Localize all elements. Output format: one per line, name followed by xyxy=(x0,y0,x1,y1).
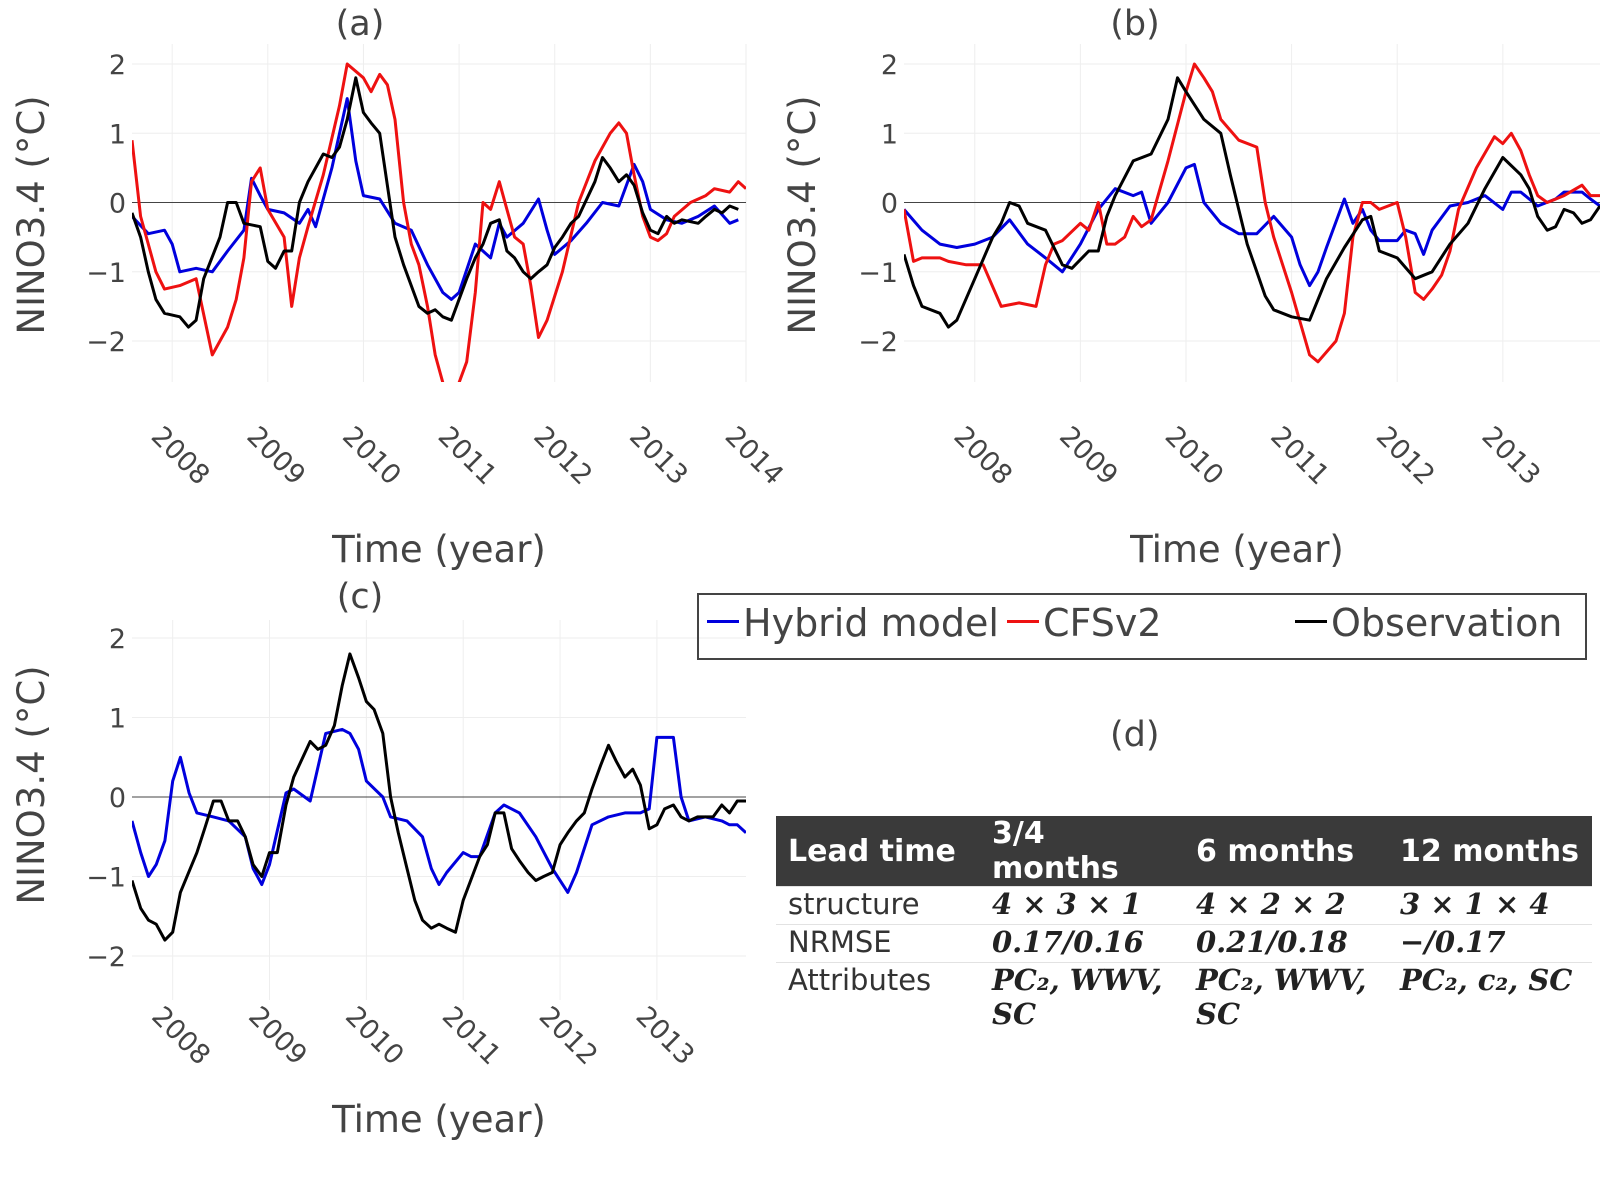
panel-b-xtick-label: 2011 xyxy=(1264,421,1335,492)
table-row: structure 4 × 3 × 1 4 × 2 × 2 3 × 1 × 4 xyxy=(776,886,1592,925)
legend-label-observation: Observation xyxy=(1331,601,1563,645)
panel-a-xtick-label: 2010 xyxy=(336,421,407,492)
legend-label-hybrid: Hybrid model xyxy=(743,601,999,645)
lead-time-table: Lead time 3/4 months 6 months 12 months … xyxy=(776,816,1592,1037)
panel-c-xtick-label: 2008 xyxy=(145,1001,216,1072)
panel-c-xtick-label: 2013 xyxy=(630,1001,701,1072)
panel-c-series-hybrid-model xyxy=(132,727,746,894)
table-cell: Attributes xyxy=(776,962,980,1037)
table-cell: 0.21/0.18 xyxy=(1184,924,1388,963)
panel-c-ytick-label: −2 xyxy=(86,942,126,973)
panel-b-xtick-label: 2009 xyxy=(1053,421,1124,492)
legend-swatch-cfsv2 xyxy=(1007,620,1039,623)
table-header-cell: Lead time xyxy=(776,816,980,887)
legend-item-observation[interactable]: Observation xyxy=(1295,601,1562,645)
panel-b-ytick-label: −1 xyxy=(858,258,898,289)
panel-c-x-axis-title: Time (year) xyxy=(331,1098,546,1141)
panel-a-xtick-label: 2013 xyxy=(623,421,694,492)
panel-b-series-cfsv2 xyxy=(904,62,1600,364)
panel-a-y-axis-title: NINO3.4 (°C) xyxy=(10,95,53,334)
panel-a-xtick-label: 2008 xyxy=(145,421,216,492)
panel-d-title: (d) xyxy=(1110,715,1160,755)
panel-a-ytick-label: −2 xyxy=(86,327,126,358)
panel-b-ytick-label: −2 xyxy=(858,327,898,358)
table-cell: PC₂, WWV, SC xyxy=(980,962,1184,1037)
panel-c-xtick-label: 2012 xyxy=(533,1001,604,1072)
table-cell: 4 × 2 × 2 xyxy=(1184,886,1388,925)
panel-a-x-axis-title: Time (year) xyxy=(331,528,546,571)
table-cell: −/0.17 xyxy=(1388,924,1592,963)
panel-b-xtick-label: 2010 xyxy=(1159,421,1230,492)
panel-a-xtick-label: 2012 xyxy=(527,421,598,492)
panel-b-series-observation xyxy=(904,76,1600,329)
panel-c-ytick-label: 2 xyxy=(109,624,126,655)
panel-a-ytick-label: 0 xyxy=(109,189,126,220)
panel-c-xtick-label: 2009 xyxy=(242,1001,313,1072)
panel-b-xtick-label: 2013 xyxy=(1476,421,1547,492)
table-header-cell: 6 months xyxy=(1184,816,1388,887)
panel-b-ytick-label: 0 xyxy=(881,189,898,220)
legend-swatch-observation xyxy=(1295,620,1327,623)
panel-a-title: (a) xyxy=(336,4,385,44)
panel-a-xtick-label: 2014 xyxy=(719,421,790,492)
table-header-cell: 3/4 months xyxy=(980,816,1184,887)
panel-c-xtick-label: 2011 xyxy=(436,1001,507,1072)
panel-b-title: (b) xyxy=(1110,4,1160,44)
panel-c-ytick-label: −1 xyxy=(86,863,126,894)
panel-b-xtick-label: 2008 xyxy=(948,421,1019,492)
legend: Hybrid model CFSv2 Observation xyxy=(697,593,1587,660)
table-row: NRMSE 0.17/0.16 0.21/0.18 −/0.17 xyxy=(776,924,1592,963)
table-cell: 0.17/0.16 xyxy=(980,924,1184,963)
panel-a-ytick-label: 1 xyxy=(109,119,126,150)
legend-label-cfsv2: CFSv2 xyxy=(1043,601,1162,645)
panel-a-ytick-label: 2 xyxy=(109,50,126,81)
panel-c-xtick-label: 2010 xyxy=(339,1001,410,1072)
panel-a-series-hybrid-model xyxy=(132,97,739,301)
panel-c-series-observation xyxy=(132,652,746,942)
panel-b-y-axis-title: NINO3.4 (°C) xyxy=(781,95,824,334)
panel-b-xtick-label: 2012 xyxy=(1370,421,1441,492)
panel-b-series-hybrid-model xyxy=(904,162,1600,288)
panel-b-ytick-label: 2 xyxy=(881,50,898,81)
table-cell: PC₂, WWV, SC xyxy=(1184,962,1388,1037)
legend-swatch-hybrid xyxy=(707,620,739,623)
legend-item-hybrid[interactable]: Hybrid model xyxy=(707,601,999,645)
panel-c-ytick-label: 1 xyxy=(109,704,126,735)
panel-a-xtick-label: 2009 xyxy=(241,421,312,492)
table-header-row: Lead time 3/4 months 6 months 12 months xyxy=(776,816,1592,887)
panel-b-x-axis-title: Time (year) xyxy=(1129,528,1344,571)
table-cell: PC₂, c₂, SC xyxy=(1388,962,1592,1037)
panel-a-series-observation xyxy=(132,76,739,329)
panel-a-xtick-label: 2011 xyxy=(432,421,503,492)
table-cell: structure xyxy=(776,886,980,925)
table-cell: NRMSE xyxy=(776,924,980,963)
panel-c-y-axis-title: NINO3.4 (°C) xyxy=(10,665,53,904)
panel-a-ytick-label: −1 xyxy=(86,258,126,289)
table-header-cell: 12 months xyxy=(1388,816,1592,887)
table-cell: 3 × 1 × 4 xyxy=(1388,886,1592,925)
panel-b-ytick-label: 1 xyxy=(881,119,898,150)
panel-c-title: (c) xyxy=(337,577,384,617)
table-row: Attributes PC₂, WWV, SC PC₂, WWV, SC PC₂… xyxy=(776,962,1592,1037)
legend-item-cfsv2[interactable]: CFSv2 xyxy=(1007,601,1162,645)
table-cell: 4 × 3 × 1 xyxy=(980,886,1184,925)
panel-c-ytick-label: 0 xyxy=(109,783,126,814)
